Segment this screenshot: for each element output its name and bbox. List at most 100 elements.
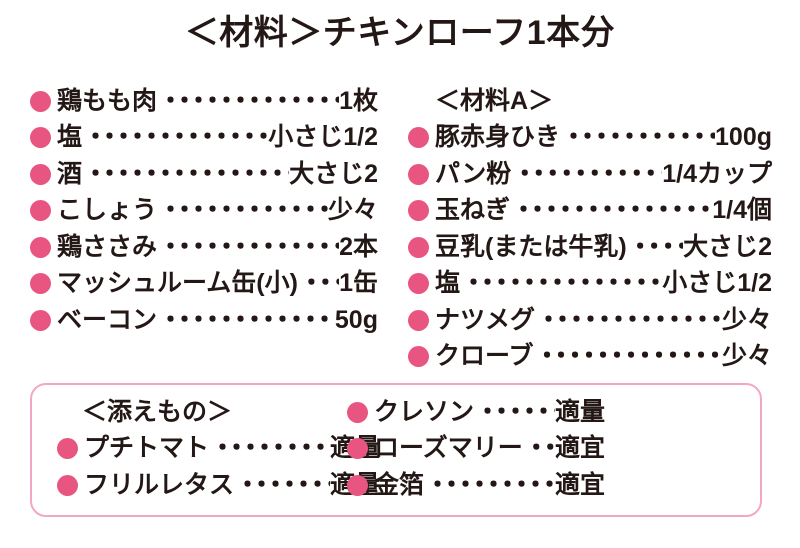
ingredient-row: 鶏もも肉 ・・・・・・・・・・・・・・・・・・・・・・・・・・・・・・・・・・・… (30, 83, 378, 120)
ingredient-name: マッシュルーム缶(小) (57, 269, 298, 298)
ingredients-column-a: ＜材料A＞ 豚赤身ひき ・・・・・・・・・・・・・・・・・・・・・・・・・・・・… (408, 83, 772, 375)
dot-leader: ・・・・・・・・・・・・・・・・・・・・・・・・・・・・・・・・・・・・・・・・ (158, 307, 335, 333)
bullet-icon (408, 200, 429, 222)
section-header-material-a: ＜材料A＞ (435, 86, 554, 115)
bullet-icon (347, 438, 368, 460)
dot-leader: ・・・・・・・・・・・・・・・・・・・・・・・・・・・・・・・・・・・・・・・・ (512, 161, 662, 187)
dot-leader: ・・・・・・・・・・・・・・・・・・・・・・・・・・・・・・・・・・・・・・・・ (83, 125, 268, 151)
bullet-icon (30, 127, 51, 149)
ingredient-amount: 小さじ1/2 (268, 123, 378, 152)
ingredient-amount: 1枚 (339, 86, 378, 115)
bullet-icon (408, 236, 429, 258)
ingredient-row: こしょう ・・・・・・・・・・・・・・・・・・・・・・・・・・・・・・・・・・・… (30, 193, 378, 230)
dot-leader: ・・・・・・・・・・・・・・・・・・・・・・・・・・・・・・・・・・・・・・・・ (235, 472, 330, 498)
bullet-icon (408, 163, 429, 185)
ingredient-row: 玉ねぎ ・・・・・・・・・・・・・・・・・・・・・・・・・・・・・・・・・・・・… (408, 193, 772, 230)
page-title: ＜材料＞チキンローフ1本分 (184, 14, 616, 52)
dot-leader: ・・・・・・・・・・・・・・・・・・・・・・・・・・・・・・・・・・・・・・・・ (425, 472, 555, 498)
ingredient-row: クレソン ・・・・・・・・・・・・・・・・・・・・・・・・・・・・・・・・・・・… (347, 394, 605, 431)
ingredient-amount: 少々 (721, 342, 772, 371)
ingredient-name: 豆乳(または牛乳) (435, 232, 627, 261)
ingredient-amount: 少々 (327, 196, 378, 225)
bullet-icon (408, 273, 429, 295)
dot-leader: ・・・・・・・・・・・・・・・・・・・・・・・・・・・・・・・・・・・・・・・・ (523, 436, 555, 462)
ingredients-column-main: 鶏もも肉 ・・・・・・・・・・・・・・・・・・・・・・・・・・・・・・・・・・・… (30, 83, 378, 339)
ingredient-row: 塩 ・・・・・・・・・・・・・・・・・・・・・・・・・・・・・・・・・・・・・・… (30, 120, 378, 157)
dot-leader: ・・・・・・・・・・・・・・・・・・・・・・・・・・・・・・・・・・・・・・・・ (475, 399, 555, 425)
ingredient-amount: 1缶 (339, 269, 378, 298)
ingredient-row: マッシュルーム缶(小) ・・・・・・・・・・・・・・・・・・・・・・・・・・・・… (30, 266, 378, 303)
bullet-icon (30, 236, 51, 258)
bullet-icon (408, 127, 429, 149)
ingredient-row: 鶏ささみ ・・・・・・・・・・・・・・・・・・・・・・・・・・・・・・・・・・・… (30, 229, 378, 266)
dot-leader: ・・・・・・・・・・・・・・・・・・・・・・・・・・・・・・・・・・・・・・・・ (561, 125, 716, 151)
ingredient-name: ベーコン (57, 305, 158, 334)
ingredient-amount: 適量 (554, 397, 605, 426)
dot-leader: ・・・・・・・・・・・・・・・・・・・・・・・・・・・・・・・・・・・・・・・・ (158, 88, 340, 114)
dot-leader: ・・・・・・・・・・・・・・・・・・・・・・・・・・・・・・・・・・・・・・・・ (210, 436, 330, 462)
ingredient-amount: 大さじ2 (289, 159, 378, 188)
garnish-column-right: クレソン ・・・・・・・・・・・・・・・・・・・・・・・・・・・・・・・・・・・… (347, 394, 605, 504)
ingredient-name: クローブ (435, 342, 534, 371)
dot-leader: ・・・・・・・・・・・・・・・・・・・・・・・・・・・・・・・・・・・・・・・・ (461, 271, 662, 297)
dot-leader: ・・・・・・・・・・・・・・・・・・・・・・・・・・・・・・・・・・・・・・・・ (511, 198, 712, 224)
bullet-icon (30, 163, 51, 185)
bullet-icon (347, 474, 368, 496)
ingredient-name: こしょう (57, 196, 158, 225)
bullet-icon (57, 474, 78, 496)
dot-leader: ・・・・・・・・・・・・・・・・・・・・・・・・・・・・・・・・・・・・・・・・ (298, 271, 339, 297)
ingredient-row: ベーコン ・・・・・・・・・・・・・・・・・・・・・・・・・・・・・・・・・・・… (30, 302, 378, 339)
section-header-garnish: ＜添えもの＞ (82, 397, 233, 426)
ingredient-amount: 適宜 (554, 434, 605, 463)
dot-leader: ・・・・・・・・・・・・・・・・・・・・・・・・・・・・・・・・・・・・・・・・ (158, 234, 340, 260)
ingredient-amount: 100g (715, 123, 772, 152)
dot-leader: ・・・・・・・・・・・・・・・・・・・・・・・・・・・・・・・・・・・・・・・・ (627, 234, 684, 260)
ingredient-amount: 1/4カップ (662, 159, 772, 188)
ingredient-name: ローズマリー (374, 434, 523, 463)
dot-leader: ・・・・・・・・・・・・・・・・・・・・・・・・・・・・・・・・・・・・・・・・ (83, 161, 290, 187)
dot-leader: ・・・・・・・・・・・・・・・・・・・・・・・・・・・・・・・・・・・・・・・・ (158, 198, 328, 224)
bullet-icon (347, 401, 368, 423)
ingredient-row: プチトマト ・・・・・・・・・・・・・・・・・・・・・・・・・・・・・・・・・・… (57, 431, 380, 468)
ingredient-name: 酒 (57, 159, 83, 188)
bullet-icon (408, 309, 429, 331)
ingredient-row: ナツメグ ・・・・・・・・・・・・・・・・・・・・・・・・・・・・・・・・・・・… (408, 302, 772, 339)
ingredient-row: 塩 ・・・・・・・・・・・・・・・・・・・・・・・・・・・・・・・・・・・・・・… (408, 266, 772, 303)
bullet-icon (30, 273, 51, 295)
dot-leader: ・・・・・・・・・・・・・・・・・・・・・・・・・・・・・・・・・・・・・・・・ (536, 307, 722, 333)
ingredient-name: フリルレタス (84, 470, 235, 499)
ingredient-row: 豚赤身ひき ・・・・・・・・・・・・・・・・・・・・・・・・・・・・・・・・・・… (408, 120, 772, 157)
bullet-icon (57, 438, 78, 460)
ingredient-name: ナツメグ (435, 305, 536, 334)
ingredient-row: ローズマリー ・・・・・・・・・・・・・・・・・・・・・・・・・・・・・・・・・… (347, 431, 605, 468)
ingredient-row: 金箔 ・・・・・・・・・・・・・・・・・・・・・・・・・・・・・・・・・・・・・… (347, 467, 605, 504)
ingredient-name: 金箔 (374, 470, 425, 499)
ingredient-row: 酒 ・・・・・・・・・・・・・・・・・・・・・・・・・・・・・・・・・・・・・・… (30, 156, 378, 193)
ingredient-amount: 少々 (721, 305, 772, 334)
ingredient-name: クレソン (374, 397, 475, 426)
ingredient-name: 鶏ささみ (57, 232, 158, 261)
ingredient-row: パン粉 ・・・・・・・・・・・・・・・・・・・・・・・・・・・・・・・・・・・・… (408, 156, 772, 193)
bullet-icon (30, 309, 51, 331)
ingredient-amount: 1/4個 (712, 196, 772, 225)
ingredient-amount: 適宜 (554, 470, 605, 499)
bullet-icon (30, 200, 51, 222)
ingredient-row: 豆乳(または牛乳) ・・・・・・・・・・・・・・・・・・・・・・・・・・・・・・… (408, 229, 772, 266)
ingredient-name: 玉ねぎ (435, 196, 511, 225)
ingredient-name: 塩 (57, 123, 83, 152)
ingredient-amount: 2本 (339, 232, 378, 261)
ingredient-row: フリルレタス ・・・・・・・・・・・・・・・・・・・・・・・・・・・・・・・・・… (57, 467, 380, 504)
ingredient-amount: 50g (334, 305, 378, 334)
ingredient-name: 豚赤身ひき (435, 123, 561, 152)
ingredient-name: 鶏もも肉 (57, 86, 158, 115)
ingredient-name: 塩 (435, 269, 461, 298)
ingredient-name: プチトマト (84, 434, 210, 463)
dot-leader: ・・・・・・・・・・・・・・・・・・・・・・・・・・・・・・・・・・・・・・・・ (534, 344, 722, 370)
bullet-icon (30, 90, 51, 112)
ingredient-amount: 大さじ2 (683, 232, 772, 261)
ingredient-name: パン粉 (435, 159, 512, 188)
garnish-column-left: ＜添えもの＞ プチトマト ・・・・・・・・・・・・・・・・・・・・・・・・・・・… (57, 394, 380, 504)
ingredient-amount: 小さじ1/2 (662, 269, 772, 298)
garnish-box: ＜添えもの＞ プチトマト ・・・・・・・・・・・・・・・・・・・・・・・・・・・… (30, 383, 762, 517)
